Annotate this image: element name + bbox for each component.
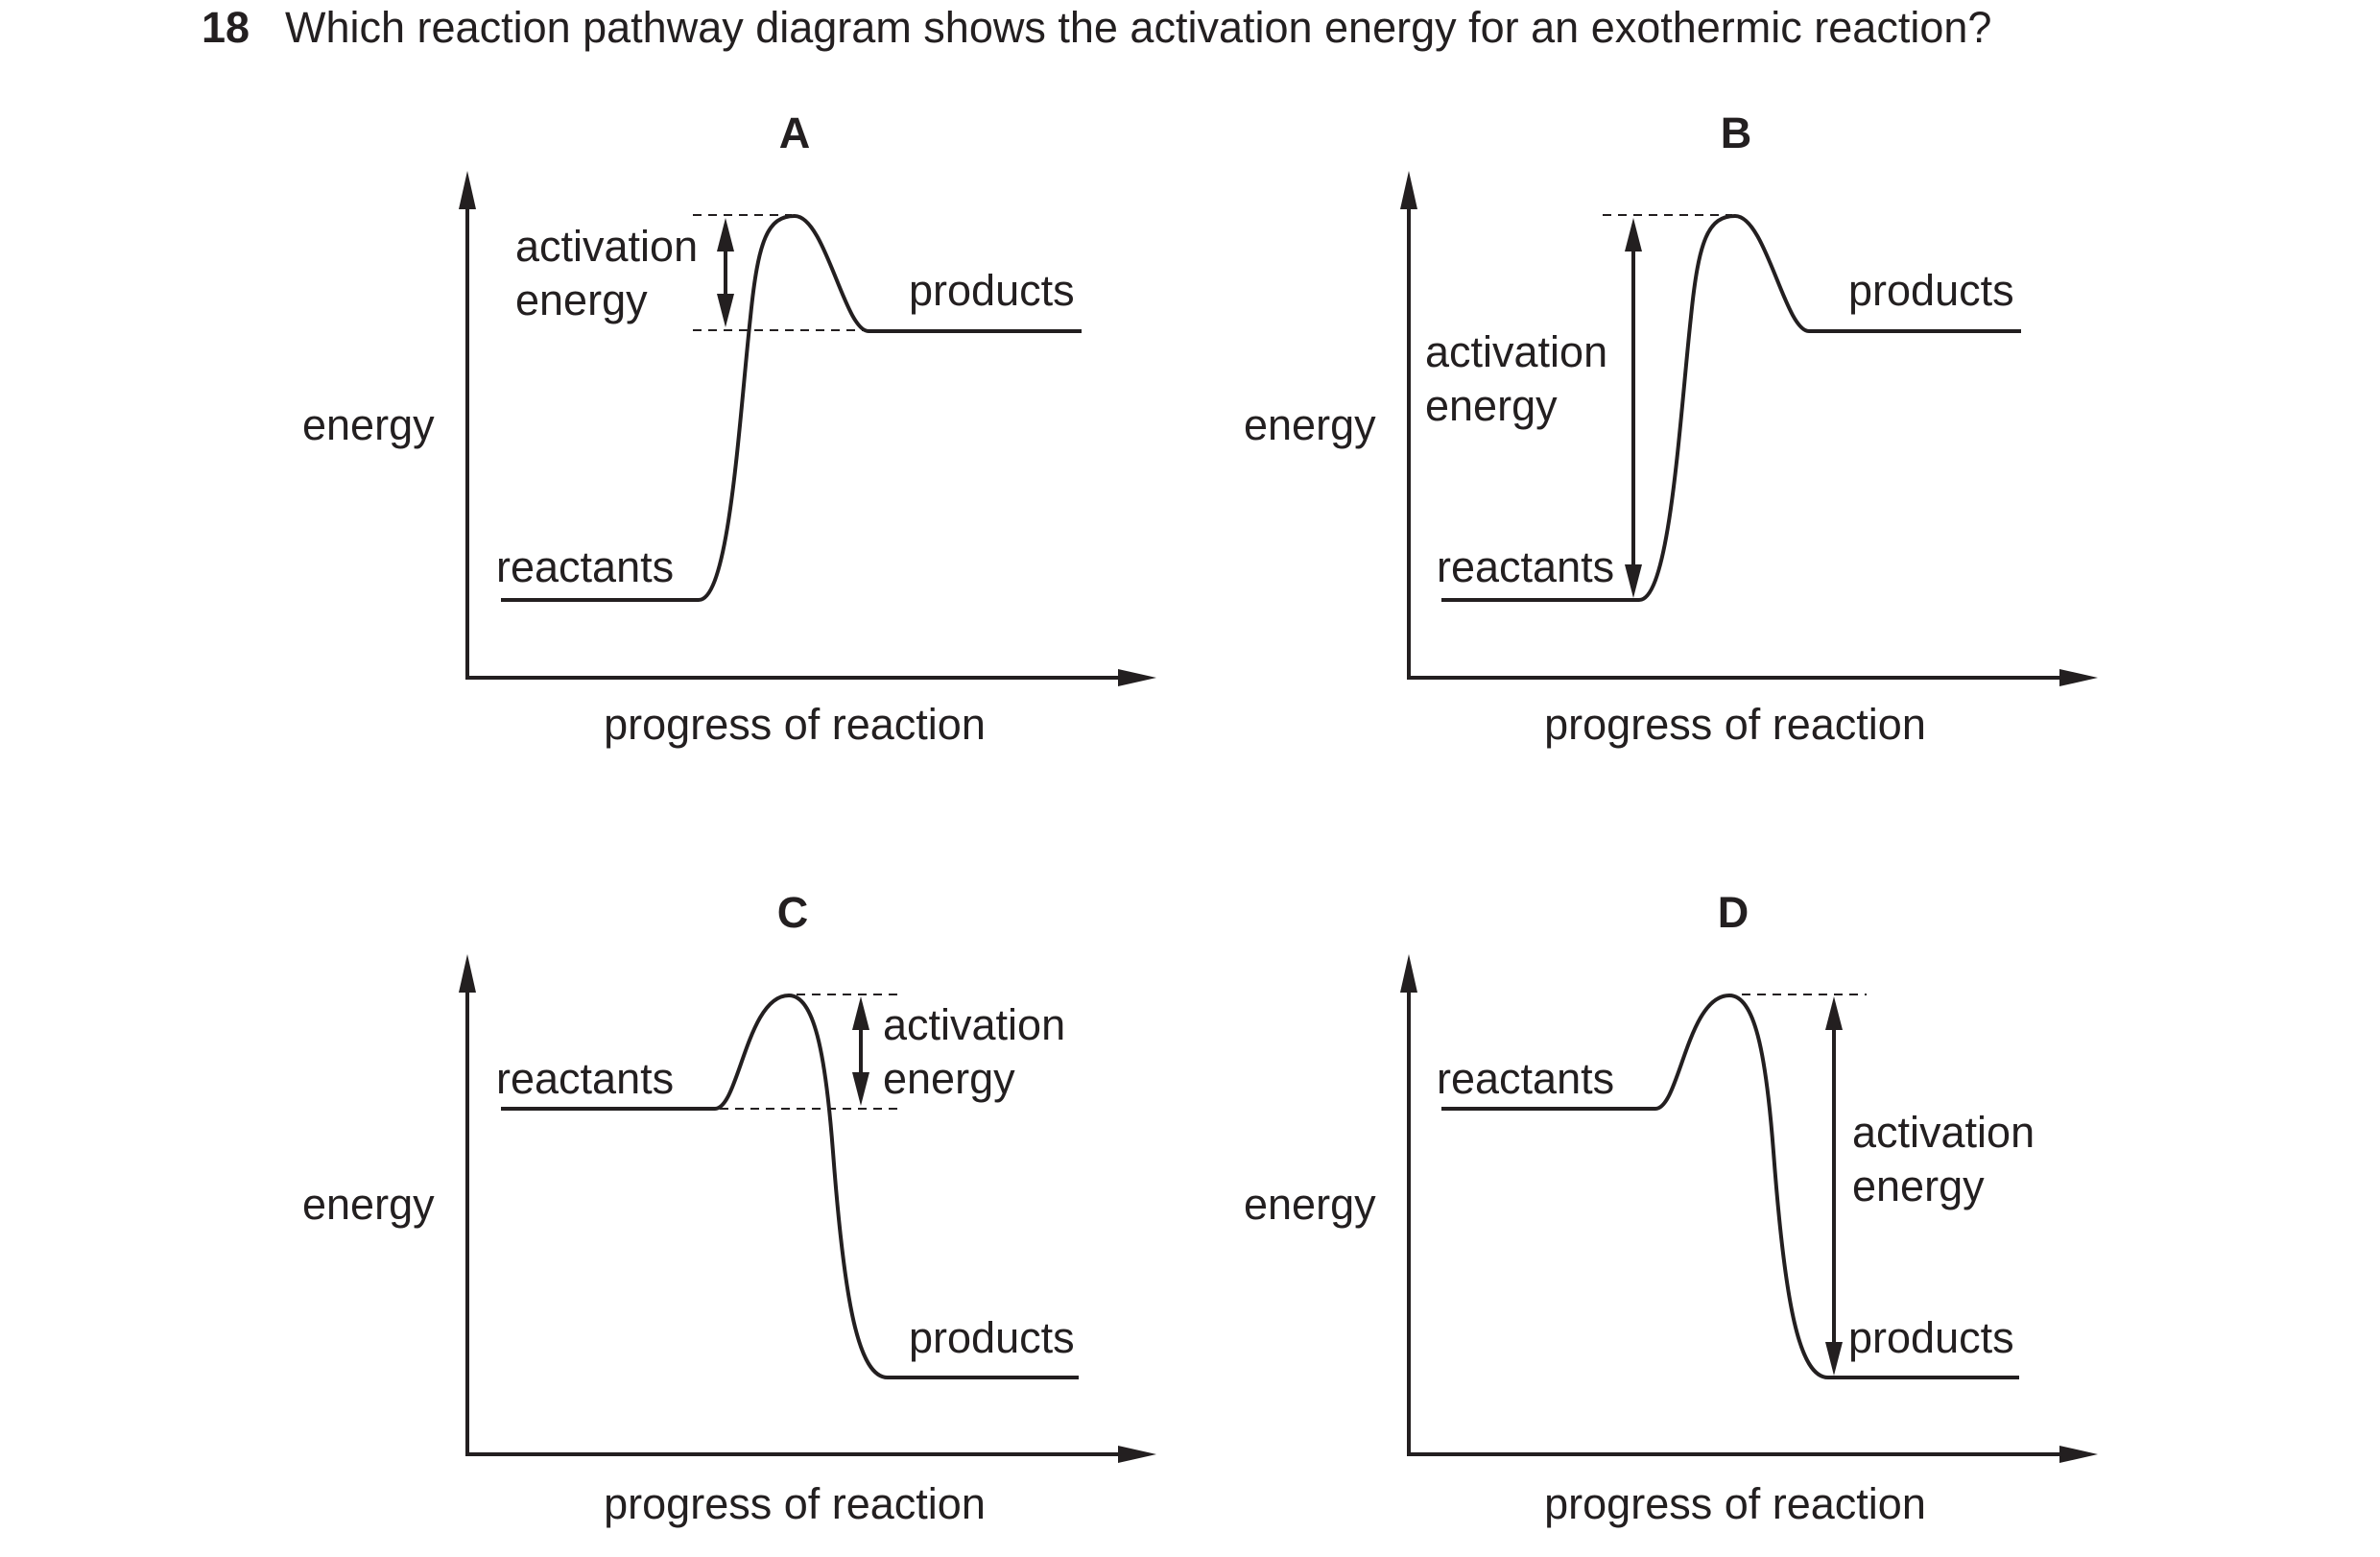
x-axis-arrowhead — [1118, 1446, 1156, 1463]
x-axis-label: progress of reaction — [1544, 1479, 1926, 1528]
y-axis-label: energy — [302, 400, 435, 449]
option-b-diagram[interactable]: B activation energy products reactants e… — [1244, 108, 2098, 749]
reactants-label: reactants — [1437, 1054, 1614, 1103]
activation-label-line1: activation — [1425, 327, 1607, 376]
reactants-label: reactants — [496, 1054, 674, 1103]
energy-profile-curve — [1441, 213, 2021, 602]
y-axis — [459, 171, 476, 678]
energy-profile-curve — [501, 993, 1079, 1379]
x-axis-label: progress of reaction — [1544, 700, 1926, 749]
activation-label-line2: energy — [1425, 381, 1558, 430]
x-axis — [465, 669, 1156, 686]
activation-label-line1: activation — [515, 222, 698, 271]
activation-energy-arrow — [717, 218, 734, 327]
products-label: products — [1848, 266, 2014, 315]
activation-label-line2: energy — [883, 1054, 1015, 1103]
option-a-diagram[interactable]: A activation energy products reactants e… — [302, 108, 1156, 749]
x-axis — [1407, 1446, 2098, 1463]
option-d-diagram[interactable]: D activation energy reactants products e… — [1244, 888, 2098, 1528]
option-letter-d: D — [1718, 888, 1749, 937]
y-axis-label: energy — [1244, 400, 1376, 449]
activation-label-line1: activation — [1852, 1108, 2035, 1157]
reactants-label: reactants — [1437, 542, 1614, 591]
x-axis — [465, 1446, 1156, 1463]
reactants-label: reactants — [496, 542, 674, 591]
x-axis-label: progress of reaction — [604, 700, 986, 749]
y-axis-arrowhead — [1400, 954, 1417, 993]
activation-energy-arrow — [852, 996, 869, 1106]
products-label: products — [909, 1313, 1075, 1362]
activation-energy-arrow — [1825, 996, 1843, 1376]
activation-energy-arrow — [1625, 218, 1642, 598]
y-axis-arrowhead — [1400, 171, 1417, 209]
energy-profile-curve — [501, 213, 1082, 602]
activation-label-line2: energy — [515, 275, 648, 324]
products-label: products — [909, 266, 1075, 315]
x-axis-label: progress of reaction — [604, 1479, 986, 1528]
option-letter-c: C — [777, 888, 809, 937]
y-axis-arrowhead — [459, 954, 476, 993]
x-axis-arrowhead — [2059, 1446, 2098, 1463]
question-text: Which reaction pathway diagram shows the… — [285, 3, 1991, 52]
y-axis — [459, 954, 476, 1454]
y-axis — [1400, 171, 1417, 678]
y-axis-label: energy — [302, 1180, 435, 1229]
question-number: 18 — [202, 3, 250, 52]
x-axis — [1407, 669, 2098, 686]
products-label: products — [1848, 1313, 2014, 1362]
option-c-diagram[interactable]: C activation energy reactants products e… — [302, 888, 1156, 1528]
y-axis-arrowhead — [459, 171, 476, 209]
x-axis-arrowhead — [2059, 669, 2098, 686]
activation-label-line1: activation — [883, 1000, 1065, 1049]
option-letter-a: A — [779, 108, 811, 157]
x-axis-arrowhead — [1118, 669, 1156, 686]
energy-profile-curve — [1441, 993, 2019, 1379]
option-letter-b: B — [1721, 108, 1752, 157]
y-axis-label: energy — [1244, 1180, 1376, 1229]
y-axis — [1400, 954, 1417, 1454]
activation-label-line2: energy — [1852, 1162, 1985, 1210]
